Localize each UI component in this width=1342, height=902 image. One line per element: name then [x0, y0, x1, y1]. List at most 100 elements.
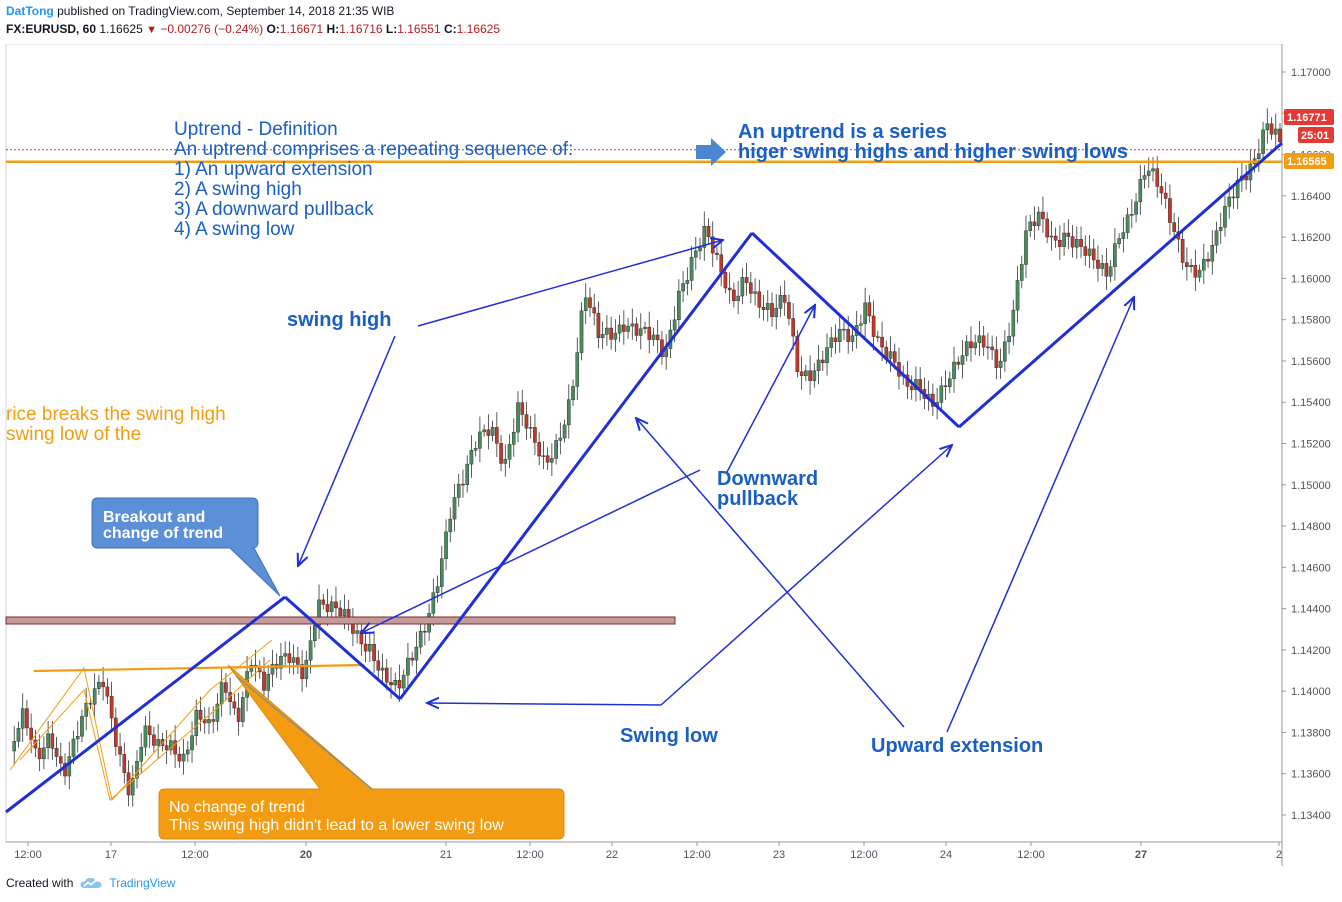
candle-body [440, 558, 444, 587]
candle-body [948, 378, 952, 387]
candle-body [37, 747, 42, 760]
candle-body [1159, 186, 1164, 194]
candle-body [774, 308, 779, 317]
candle-body [338, 607, 343, 617]
candle-body [444, 531, 448, 559]
time-tick-label: 12:00 [14, 849, 42, 861]
price-tag-label: 1.16565 [1287, 156, 1327, 168]
candle-body [1163, 192, 1168, 199]
candle-body [1206, 258, 1210, 262]
candle-body [719, 254, 723, 273]
candles-layer [12, 108, 1282, 807]
candle-body [266, 673, 271, 691]
candle-body [249, 664, 254, 672]
price-tag-label: 1.16771 [1287, 112, 1327, 124]
candle-body [1058, 239, 1062, 247]
price-tick-label: 1.14800 [1291, 521, 1331, 533]
candle-body [469, 449, 474, 465]
candle-body [651, 334, 656, 340]
price-tick-label: 1.14000 [1291, 686, 1331, 698]
candle-body [401, 674, 406, 689]
price-change: −0.00276 (−0.24%) [160, 22, 264, 36]
candle-body [829, 337, 834, 348]
candle-body [1036, 211, 1041, 226]
last-price: 1.16625 [99, 22, 143, 36]
swing-high-label: swing high [287, 309, 391, 331]
candle-body [723, 272, 728, 289]
tradingview-link[interactable]: TradingView [109, 876, 176, 890]
candle-body [482, 429, 486, 433]
candle-body [423, 631, 427, 633]
tradingview-cloud-icon [80, 877, 102, 888]
candle-body [325, 604, 330, 612]
high-value: 1.16716 [339, 22, 383, 36]
candle-body [215, 703, 220, 722]
candle-body [816, 359, 821, 371]
price-tick-label: 1.15800 [1291, 315, 1331, 327]
author-link[interactable]: DatTong [6, 4, 54, 18]
candle-body [994, 349, 999, 368]
candle-body [605, 327, 609, 335]
candle-body [75, 735, 80, 740]
candle-body [410, 657, 414, 661]
candle-body [1100, 263, 1104, 269]
annotation-arrow [298, 335, 396, 566]
price-tick-label: 1.15400 [1291, 397, 1331, 409]
candle-body [554, 440, 558, 459]
candle-body [156, 739, 160, 746]
candle-body [520, 402, 525, 415]
candle-body [863, 302, 867, 324]
candle-body [25, 708, 29, 729]
annotation-arrow [660, 445, 952, 706]
candle-body [503, 459, 508, 464]
candle-body [804, 370, 808, 376]
candle-body [1197, 269, 1202, 278]
candle-body [812, 370, 817, 381]
annotation-arrow [946, 297, 1134, 733]
price-tick-label: 1.17000 [1291, 67, 1331, 79]
annotation-arrow [427, 703, 662, 705]
candle-body [1168, 198, 1172, 223]
candle-body [1113, 243, 1117, 267]
candle-body [389, 681, 393, 686]
candle-body [262, 671, 266, 691]
candle-body [456, 483, 461, 498]
candle-body [1151, 168, 1155, 172]
price-tick-label: 1.13400 [1291, 810, 1331, 822]
candle-body [334, 601, 338, 609]
candle-body [12, 741, 17, 752]
candle-body [655, 334, 660, 340]
candle-body [702, 226, 707, 248]
candle-body [181, 753, 186, 762]
candle-body [740, 277, 745, 297]
candle-body [583, 297, 588, 311]
breakout-callout [91, 497, 281, 597]
candle-body [384, 667, 389, 683]
candle-body [207, 719, 211, 724]
time-tick-label: 12:00 [850, 849, 878, 861]
candle-body [219, 682, 224, 705]
candle-body [626, 325, 630, 332]
candle-body [859, 323, 863, 326]
candle-body [54, 748, 59, 757]
candle-body [1155, 168, 1160, 187]
candle-body [1108, 266, 1113, 277]
candle-body [152, 734, 156, 746]
candle-body [304, 659, 309, 680]
price-tags: 1.16771 25:01 1.16565 [1284, 109, 1334, 169]
candle-body [1146, 170, 1151, 176]
candle-body [1049, 235, 1054, 238]
candle-body [541, 455, 546, 457]
candle-body [1180, 239, 1185, 263]
candle-body [71, 738, 76, 757]
candle-body [821, 359, 825, 364]
candle-body [308, 640, 313, 661]
low-label: L: [385, 22, 398, 36]
price-axis: 1.170001.168001.166001.164001.162001.160… [1282, 67, 1331, 822]
candle-body [1218, 227, 1223, 231]
candle-body [397, 679, 402, 689]
candle-body [20, 708, 25, 729]
candle-body [689, 256, 694, 281]
candle-body [448, 518, 453, 533]
